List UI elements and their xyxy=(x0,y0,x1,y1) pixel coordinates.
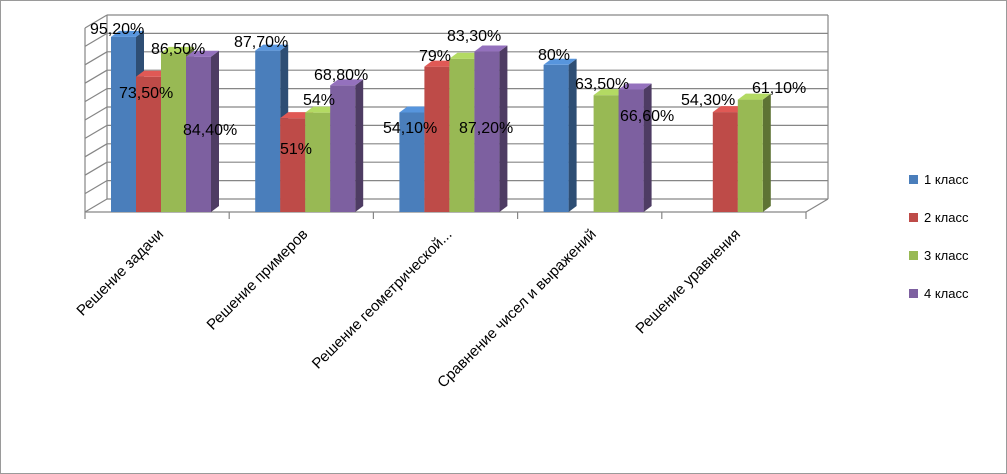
category-label: Решение задачи xyxy=(74,226,168,320)
bar-side xyxy=(499,45,508,212)
data-label: 66,60% xyxy=(620,108,674,125)
bar-front xyxy=(593,95,619,212)
gridline-side xyxy=(84,161,108,176)
data-label: 54% xyxy=(303,92,335,109)
bar-front xyxy=(712,112,738,212)
bar-side xyxy=(355,79,364,213)
data-label: 68,80% xyxy=(314,67,368,84)
bar-4-3 xyxy=(474,45,508,212)
gridline-side xyxy=(84,198,108,213)
data-label: 54,30% xyxy=(681,92,735,109)
gridline-side xyxy=(84,14,108,29)
category-label: Решение уравнения xyxy=(632,226,743,337)
bar-front xyxy=(737,99,763,212)
bar-top xyxy=(543,58,577,65)
bar-top xyxy=(399,106,433,113)
bar-front xyxy=(136,76,161,212)
category-label: Сравнение чисел и выражений xyxy=(434,226,600,392)
bar-front xyxy=(111,36,136,212)
bar-top xyxy=(593,89,627,96)
bar-top xyxy=(330,79,364,86)
data-label: 86,50% xyxy=(151,41,205,58)
bar-front xyxy=(186,56,211,213)
bar-side xyxy=(643,83,652,213)
bar-front xyxy=(449,58,475,213)
legend: 1 класс 2 класс 3 класс 4 класс xyxy=(909,172,969,301)
bar-front xyxy=(280,118,306,212)
bar-side xyxy=(762,93,771,212)
bar-front xyxy=(474,51,500,212)
data-label: 83,30% xyxy=(447,28,501,45)
legend-swatch xyxy=(909,175,918,184)
bar-top xyxy=(161,46,194,53)
data-label: 51% xyxy=(280,141,312,158)
gridline-side xyxy=(84,69,108,84)
legend-swatch xyxy=(909,213,918,222)
legend-swatch xyxy=(909,251,918,260)
data-label: 84,40% xyxy=(183,122,237,139)
bar-front xyxy=(543,64,569,212)
floor-right xyxy=(805,198,829,213)
bar-side xyxy=(211,50,219,213)
bars xyxy=(111,30,771,213)
bar-front xyxy=(399,112,425,212)
bar-3-5 xyxy=(737,93,771,212)
bar-4-4 xyxy=(618,83,652,213)
gridline-side xyxy=(84,106,108,121)
bar-front xyxy=(618,89,644,212)
bar-front xyxy=(305,112,331,212)
bar-front xyxy=(161,52,186,213)
bar-top xyxy=(712,106,746,113)
bar-top xyxy=(618,83,652,90)
bar-top xyxy=(280,112,314,119)
data-label: 95,20% xyxy=(90,21,144,38)
bar-front xyxy=(255,50,281,212)
bar-side xyxy=(568,58,577,212)
data-label: 79% xyxy=(419,48,451,65)
bar-top xyxy=(111,30,144,37)
bar-top xyxy=(186,50,219,57)
bar-top xyxy=(255,44,289,51)
data-label: 80% xyxy=(538,47,570,64)
bar-top xyxy=(737,93,771,100)
data-label: 87,20% xyxy=(459,120,513,137)
bar-front xyxy=(330,85,356,212)
data-labels: 95,20% 87,70% 54,10% 80% 73,50% 51% 79% 54,30% 8… xyxy=(90,21,806,158)
gridline-side xyxy=(84,51,108,66)
gridline-side xyxy=(84,180,108,195)
gridline-side xyxy=(84,124,108,139)
data-label: 54,10% xyxy=(383,120,437,137)
legend-label: 1 класс xyxy=(924,172,969,187)
gridline-side xyxy=(84,88,108,103)
bar-top xyxy=(136,70,169,77)
bar-top xyxy=(449,52,483,59)
category-label: Решение примеров xyxy=(204,226,312,334)
bar-4-2 xyxy=(330,79,364,213)
data-label: 61,10% xyxy=(752,80,806,97)
legend-label: 4 класс xyxy=(924,286,969,301)
gridline-side xyxy=(84,32,108,47)
bar-top xyxy=(474,45,508,52)
legend-label: 2 класс xyxy=(924,210,969,225)
legend-label: 3 класс xyxy=(924,248,969,263)
bar-4-1 xyxy=(186,50,219,213)
category-label: Решение геометрической... xyxy=(309,226,456,373)
legend-swatch xyxy=(909,289,918,298)
bar-front xyxy=(424,66,450,212)
bar-1-4 xyxy=(543,58,577,212)
bar-top xyxy=(305,106,339,113)
data-label: 63,50% xyxy=(575,76,629,93)
data-label: 87,70% xyxy=(234,34,288,51)
data-label: 73,50% xyxy=(119,85,173,102)
gridline-side xyxy=(84,143,108,158)
bar-top xyxy=(424,60,458,67)
